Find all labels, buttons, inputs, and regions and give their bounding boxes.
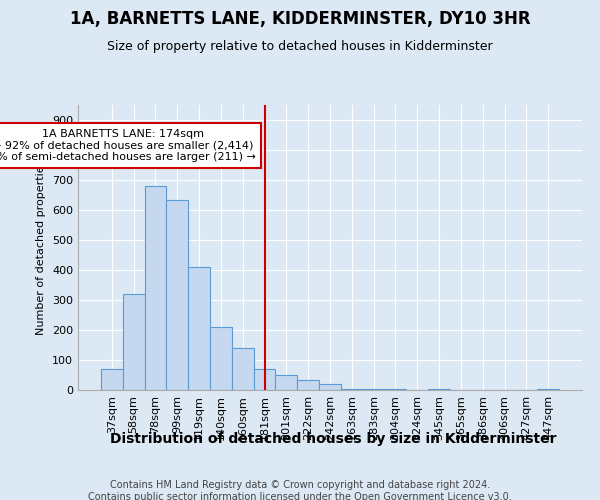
Bar [319, 384, 341, 390]
Bar [210, 327, 232, 390]
Bar [145, 186, 166, 390]
Bar [297, 380, 319, 390]
Text: Contains HM Land Registry data © Crown copyright and database right 2024.
Contai: Contains HM Land Registry data © Crown c… [88, 480, 512, 500]
Bar [363, 388, 385, 390]
Text: Size of property relative to detached houses in Kidderminster: Size of property relative to detached ho… [107, 40, 493, 53]
Bar [188, 267, 210, 390]
Bar [254, 369, 275, 390]
Text: Distribution of detached houses by size in Kidderminster: Distribution of detached houses by size … [110, 432, 556, 446]
Bar [341, 388, 363, 390]
Bar [385, 388, 406, 390]
Bar [537, 388, 559, 390]
Bar [232, 348, 254, 390]
Text: 1A BARNETTS LANE: 174sqm
← 92% of detached houses are smaller (2,414)
8% of semi: 1A BARNETTS LANE: 174sqm ← 92% of detach… [0, 129, 256, 162]
Bar [428, 388, 450, 390]
Bar [101, 369, 123, 390]
Bar [123, 294, 145, 390]
Y-axis label: Number of detached properties: Number of detached properties [37, 160, 46, 335]
Bar [275, 375, 297, 390]
Text: 1A, BARNETTS LANE, KIDDERMINSTER, DY10 3HR: 1A, BARNETTS LANE, KIDDERMINSTER, DY10 3… [70, 10, 530, 28]
Bar [166, 200, 188, 390]
